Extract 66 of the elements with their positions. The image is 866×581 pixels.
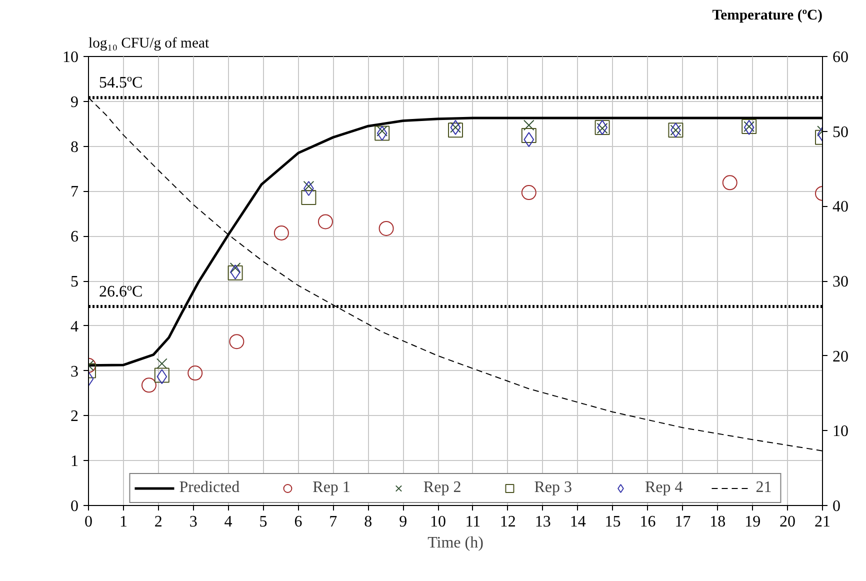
x-tick-label: 3 bbox=[189, 514, 198, 530]
point bbox=[188, 366, 203, 381]
point bbox=[141, 378, 156, 393]
x-tick-label: 20 bbox=[780, 514, 796, 530]
y-tick-label: 4 bbox=[70, 318, 78, 336]
x-tick-label: 19 bbox=[744, 514, 761, 530]
x-axis-title: Time (h) bbox=[428, 534, 484, 552]
y-tick-label: 10 bbox=[62, 49, 78, 66]
legend-label: Rep 1 bbox=[312, 479, 350, 497]
y-tick-label: 0 bbox=[70, 498, 78, 515]
x-tick-label: 9 bbox=[399, 514, 408, 530]
x-tick-label: 2 bbox=[154, 514, 162, 530]
point bbox=[722, 175, 738, 190]
x-tick-label: 4 bbox=[224, 514, 232, 530]
legend-label: 21 bbox=[756, 479, 773, 497]
x-tick-label: 14 bbox=[570, 514, 586, 530]
point bbox=[521, 185, 536, 200]
y2-tick-label: 20 bbox=[832, 348, 848, 366]
y2-tick-label: 50 bbox=[832, 124, 848, 141]
y-tick-label: 2 bbox=[70, 408, 78, 426]
x-tick-label: 6 bbox=[294, 514, 302, 530]
x-tick-label: 1 bbox=[119, 514, 128, 530]
point bbox=[524, 132, 534, 148]
y-axis-title: log₁₀ CFU/g of meat bbox=[88, 36, 210, 52]
y-tick-label: 6 bbox=[70, 228, 78, 246]
y2-axis-title: Temperature (ºC) bbox=[712, 8, 823, 24]
legend-label: Predicted bbox=[179, 479, 240, 497]
point bbox=[521, 128, 536, 144]
x-tick-label: 16 bbox=[640, 514, 656, 530]
ref-line-label: 26.6ºC bbox=[98, 283, 143, 300]
y-tick-label: 5 bbox=[70, 274, 78, 290]
x-tick-label: 17 bbox=[674, 514, 691, 530]
point bbox=[274, 225, 289, 240]
point bbox=[448, 122, 463, 138]
x-tick-label: 11 bbox=[465, 514, 481, 530]
x-tick-label: 18 bbox=[710, 514, 726, 530]
y2-tick-label: 60 bbox=[832, 49, 848, 66]
y2-tick-label: 40 bbox=[832, 198, 848, 216]
legend-label: Rep 2 bbox=[423, 479, 462, 497]
point bbox=[156, 358, 168, 370]
x-tick-label: 0 bbox=[84, 514, 92, 530]
x-tick-label: 5 bbox=[259, 514, 268, 530]
y-tick-label: 8 bbox=[70, 138, 78, 156]
x-tick-label: 7 bbox=[329, 514, 338, 530]
y-tick-label: 9 bbox=[70, 94, 78, 111]
y2-tick-label: 0 bbox=[832, 498, 840, 515]
point bbox=[523, 120, 534, 131]
point bbox=[229, 334, 244, 350]
x-tick-label: 13 bbox=[534, 514, 551, 530]
x-tick-label: 10 bbox=[430, 514, 446, 530]
y2-tick-label: 10 bbox=[832, 423, 848, 440]
point bbox=[318, 214, 333, 230]
x-tick-label: 8 bbox=[364, 514, 372, 530]
ref-line-label: 54.5ºC bbox=[98, 74, 143, 92]
x-tick-label: 21 bbox=[814, 514, 830, 530]
y-tick-label: 3 bbox=[70, 363, 78, 380]
y-tick-label: 1 bbox=[70, 453, 78, 470]
legend-label: Rep 4 bbox=[644, 479, 683, 497]
point bbox=[301, 190, 316, 205]
x-tick-label: 12 bbox=[500, 514, 516, 530]
legend-label: Rep 3 bbox=[534, 479, 572, 497]
x-tick-label: 15 bbox=[604, 514, 621, 530]
point bbox=[303, 180, 314, 192]
point bbox=[378, 220, 394, 236]
y-tick-label: 7 bbox=[70, 184, 78, 201]
y2-tick-label: 30 bbox=[832, 274, 848, 290]
